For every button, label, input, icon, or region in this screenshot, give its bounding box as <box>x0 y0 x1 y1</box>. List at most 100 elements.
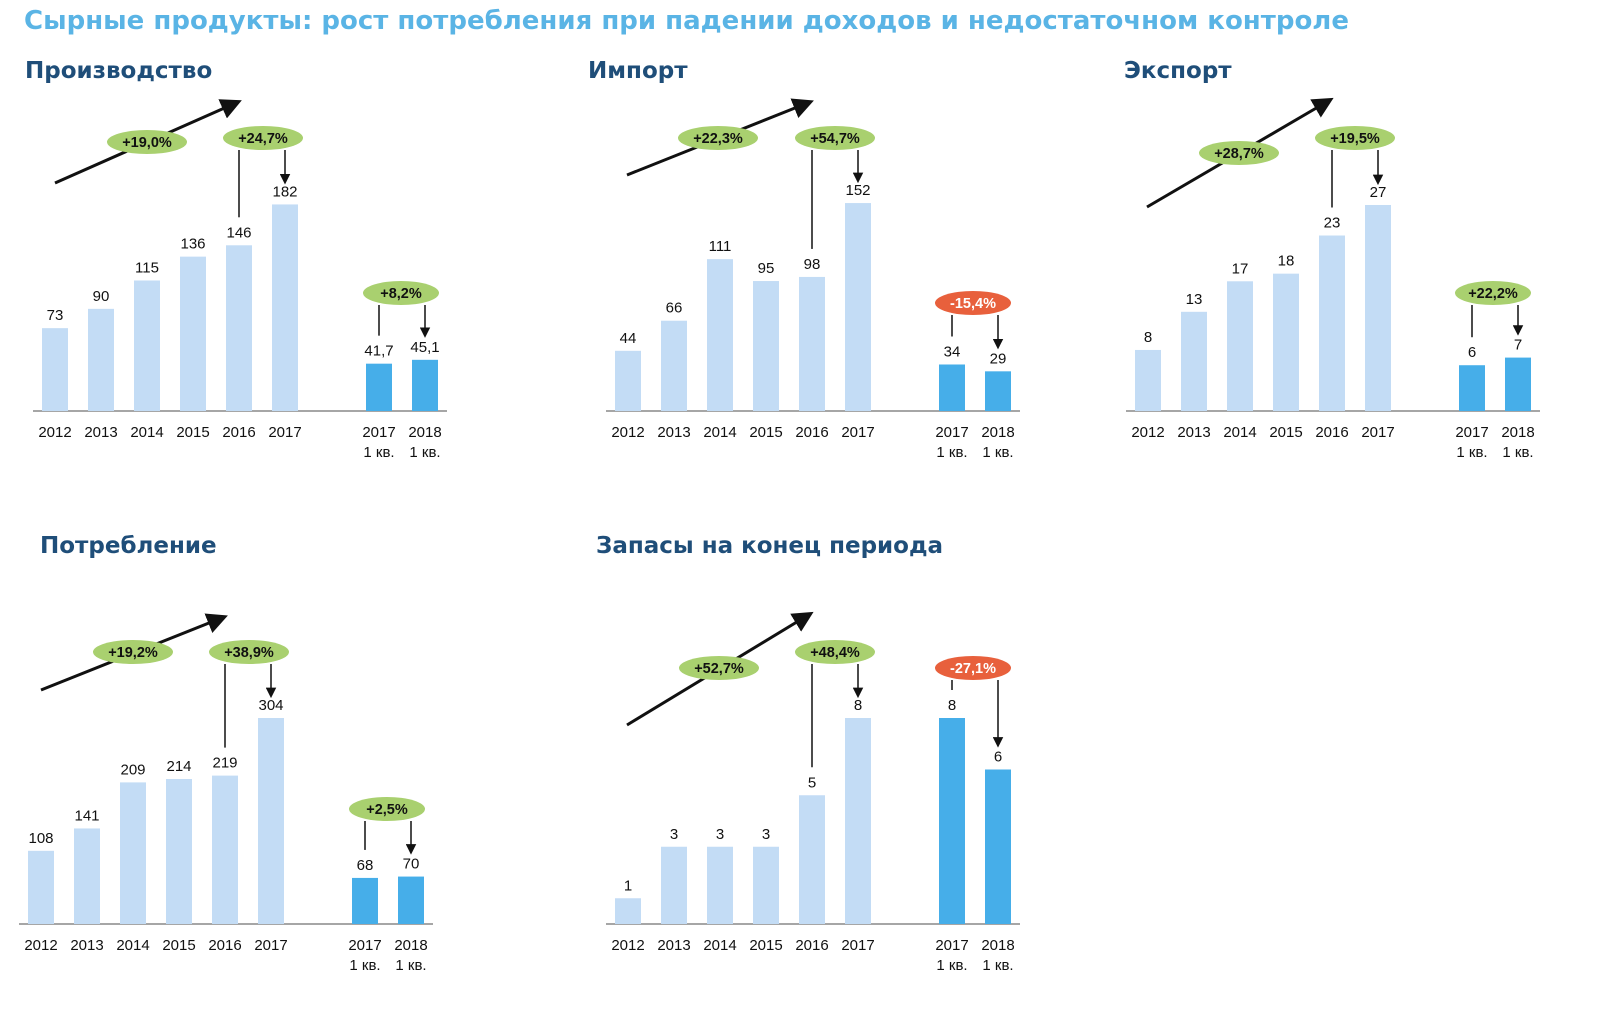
chart-title-import: Импорт <box>588 58 688 84</box>
bar <box>845 203 871 411</box>
bar-value-label: 90 <box>93 288 110 305</box>
x-tick-label: 2012 <box>24 937 57 954</box>
bar <box>661 320 687 411</box>
x-tick-label: 1 кв. <box>395 957 426 974</box>
bar-value-label: 152 <box>845 182 870 199</box>
bar-value-label: 17 <box>1232 260 1249 277</box>
x-tick-label: 2014 <box>703 937 736 954</box>
bar <box>88 308 114 411</box>
bar <box>180 256 206 411</box>
bar-value-label: 3 <box>716 826 724 843</box>
trend-badge-label: +28,7% <box>1214 146 1264 162</box>
bar-value-label: 115 <box>135 259 159 276</box>
trend-badge-shape <box>107 130 187 154</box>
bar-value-label: 68 <box>357 857 374 874</box>
yoy-badge-shape <box>795 640 875 664</box>
x-tick-label: 2012 <box>1131 424 1164 441</box>
x-tick-label: 2012 <box>38 424 71 441</box>
chart-title-stocks: Запасы на конец периода <box>596 533 944 559</box>
chart-title-production: Производство <box>25 58 213 84</box>
bar-value-label: 214 <box>166 758 191 775</box>
bar-value-label: 5 <box>808 774 816 791</box>
x-tick-label: 2016 <box>795 937 828 954</box>
bar-value-label: 6 <box>994 749 1002 766</box>
quarter-badge-label: +2,5% <box>366 802 408 818</box>
bar-value-label: 27 <box>1370 184 1387 201</box>
x-tick-label: 2015 <box>749 937 782 954</box>
trend-badge-shape <box>1199 141 1279 165</box>
bar-value-label: 6 <box>1468 344 1476 361</box>
x-tick-label: 2016 <box>208 937 241 954</box>
x-tick-label: 2018 <box>981 937 1014 954</box>
bar <box>226 245 252 411</box>
bar <box>1135 349 1161 411</box>
bar <box>753 281 779 411</box>
x-tick-label: 2013 <box>657 937 690 954</box>
bar-value-label: 34 <box>944 343 961 360</box>
x-tick-label: 2017 <box>268 424 301 441</box>
bar <box>799 795 825 924</box>
bar-value-label: 45,1 <box>410 339 439 356</box>
yoy-badge-label: +48,4% <box>810 645 860 661</box>
x-tick-label: 2015 <box>176 424 209 441</box>
bar <box>412 359 438 411</box>
bar <box>366 363 392 411</box>
x-tick-label: 2017 <box>254 937 287 954</box>
bar <box>985 769 1011 924</box>
trend-badge-shape <box>679 656 759 680</box>
x-tick-label: 1 кв. <box>1502 444 1533 461</box>
bar <box>753 846 779 924</box>
quarter-badge-label: -15,4% <box>950 296 996 312</box>
yoy-badge-shape <box>209 640 289 664</box>
x-tick-label: 2012 <box>611 937 644 954</box>
bar-value-label: 8 <box>854 697 862 714</box>
x-tick-label: 2014 <box>130 424 163 441</box>
quarter-badge-label: +8,2% <box>380 286 422 302</box>
bar <box>615 898 641 924</box>
x-tick-label: 2013 <box>84 424 117 441</box>
x-tick-label: 1 кв. <box>1456 444 1487 461</box>
bar <box>1273 273 1299 411</box>
x-tick-label: 1 кв. <box>982 444 1013 461</box>
x-tick-label: 2017 <box>935 937 968 954</box>
bar-value-label: 1 <box>624 877 632 894</box>
bar <box>120 782 146 924</box>
bar-value-label: 304 <box>258 697 283 714</box>
bar-value-label: 3 <box>670 826 678 843</box>
bar <box>1181 311 1207 411</box>
quarter-badge-label: +22,2% <box>1468 286 1518 302</box>
bar-value-label: 13 <box>1186 291 1203 308</box>
x-tick-label: 2017 <box>1361 424 1394 441</box>
bar-value-label: 18 <box>1278 253 1295 270</box>
bar-value-label: 141 <box>74 807 99 824</box>
chart-title-export: Экспорт <box>1124 58 1232 84</box>
bar <box>134 280 160 411</box>
x-tick-label: 2014 <box>703 424 736 441</box>
x-tick-label: 1 кв. <box>982 957 1013 974</box>
quarter-badge-shape <box>1455 281 1531 305</box>
bar <box>1365 204 1391 411</box>
bar <box>845 718 871 924</box>
bar-value-label: 3 <box>762 826 770 843</box>
bar <box>258 718 284 924</box>
yoy-badge-shape <box>1315 126 1395 150</box>
bar <box>74 828 100 924</box>
x-tick-label: 2017 <box>1455 424 1488 441</box>
bar-value-label: 29 <box>990 350 1007 367</box>
bar <box>939 718 965 924</box>
bar <box>1459 365 1485 411</box>
bar <box>212 775 238 924</box>
x-tick-label: 2017 <box>348 937 381 954</box>
bar-value-label: 8 <box>948 697 956 714</box>
bar <box>166 778 192 924</box>
bar-value-label: 73 <box>47 307 64 324</box>
bar <box>985 371 1011 411</box>
bar <box>615 350 641 411</box>
bar <box>939 364 965 411</box>
yoy-badge-shape <box>795 126 875 150</box>
bar-value-label: 70 <box>403 856 420 873</box>
trend-badge-label: +19,0% <box>122 135 172 151</box>
bar-value-label: 23 <box>1324 215 1341 232</box>
yoy-badge-label: +54,7% <box>810 131 860 147</box>
x-tick-label: 2013 <box>70 937 103 954</box>
